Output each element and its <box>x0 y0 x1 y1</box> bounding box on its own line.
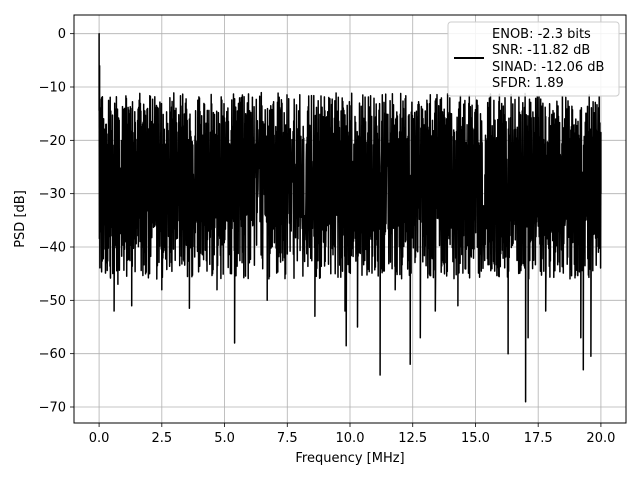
y-axis-label: PSD [dB] <box>13 190 28 248</box>
x-tick-label: 5.0 <box>214 431 235 446</box>
legend-snr: SNR: -11.82 dB <box>492 43 590 58</box>
axis-ticks: 0.0 2.5 5.0 7.5 10.0 12.5 15.0 17.5 20.0 0 −10 −20 −… <box>39 27 616 446</box>
y-tick-label: −60 <box>39 347 66 362</box>
x-tick-label: 20.0 <box>586 431 615 446</box>
y-tick-label: −40 <box>39 241 66 256</box>
psd-series-line <box>98 32 602 403</box>
x-tick-label: 0.0 <box>89 431 110 446</box>
data-layer <box>98 32 602 403</box>
x-tick-label: 12.5 <box>398 431 427 446</box>
y-tick-label: −10 <box>39 81 66 96</box>
legend-box <box>447 21 620 97</box>
legend-enob: ENOB: -2.3 bits <box>492 27 591 42</box>
legend-sfdr: SFDR: 1.89 <box>492 76 564 91</box>
x-tick-label: 10.0 <box>336 431 365 446</box>
x-axis-label: Frequency [MHz] <box>295 451 404 466</box>
y-tick-label: −20 <box>39 134 66 149</box>
y-tick-label: −30 <box>39 187 66 202</box>
y-tick-label: −50 <box>39 294 66 309</box>
y-tick-label: −70 <box>39 401 66 416</box>
x-tick-label: 15.0 <box>461 431 490 446</box>
legend-sinad: SINAD: -12.06 dB <box>492 60 604 75</box>
y-tick-label: 0 <box>58 27 66 42</box>
legend: ENOB: -2.3 bits SNR: -11.82 dB SINAD: -1… <box>447 21 620 97</box>
x-tick-label: 7.5 <box>277 431 298 446</box>
x-tick-label: 2.5 <box>151 431 172 446</box>
x-tick-label: 17.5 <box>524 431 553 446</box>
